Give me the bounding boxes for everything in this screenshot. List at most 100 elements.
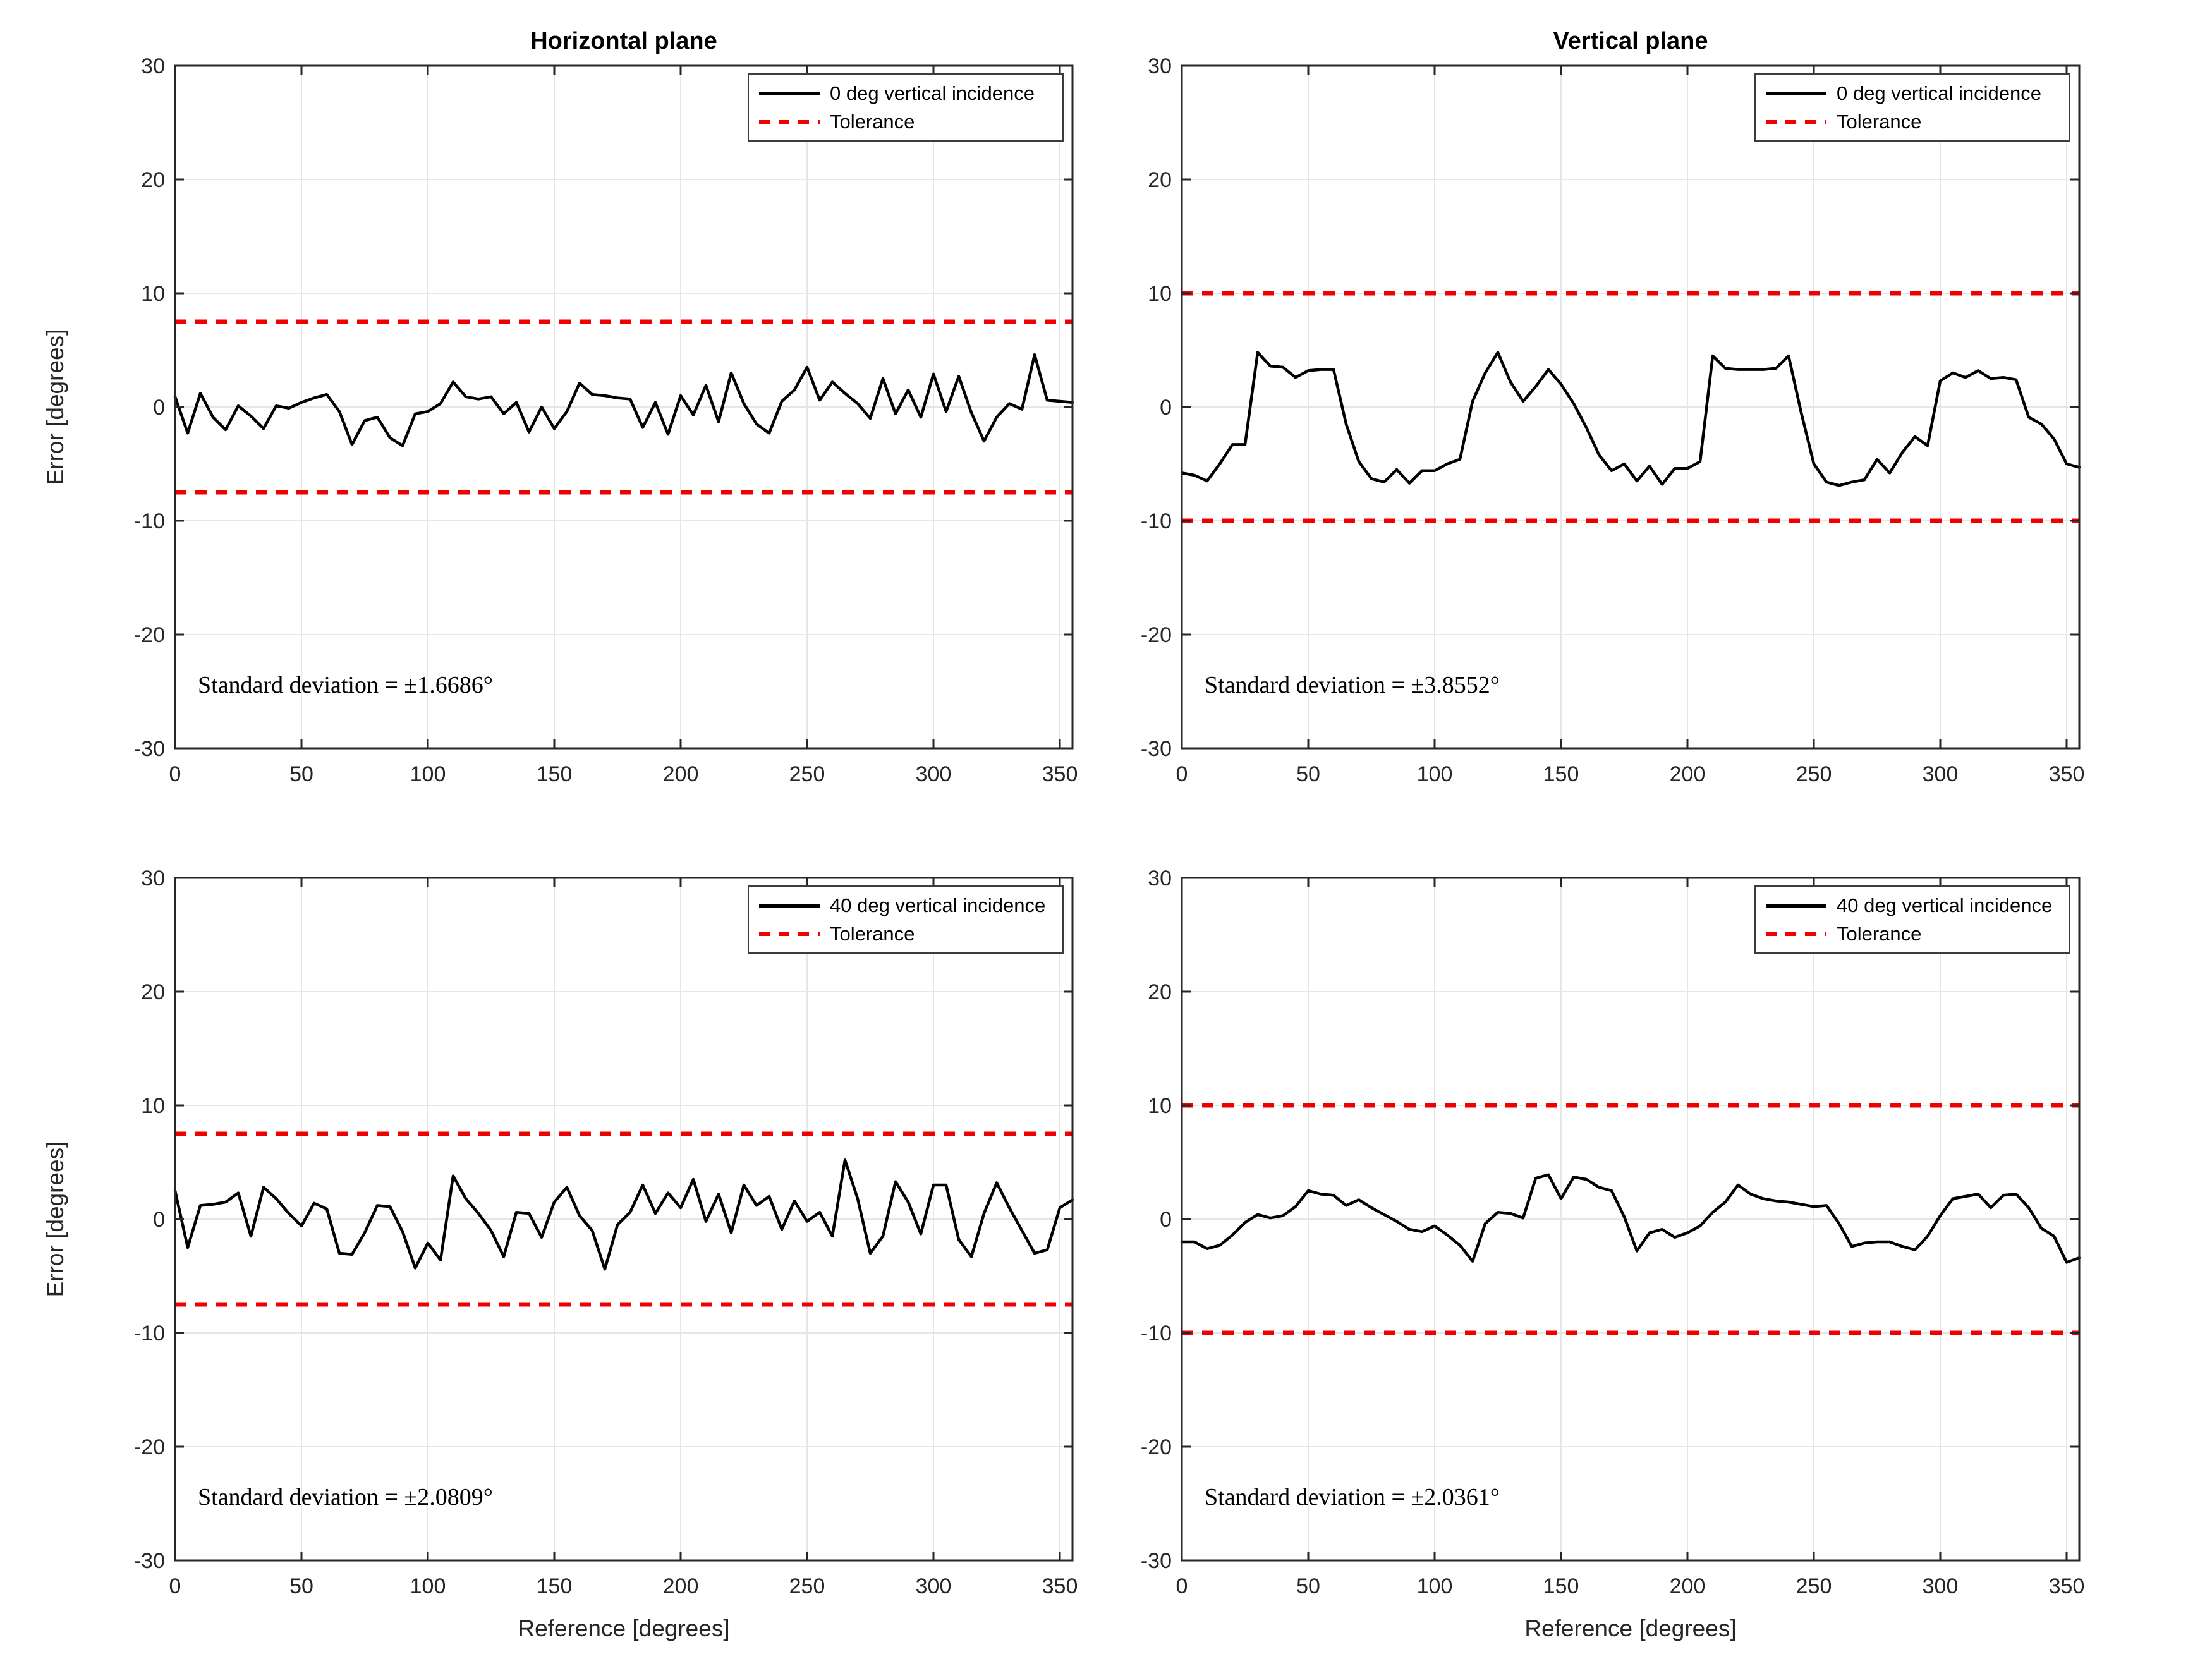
legend-tolerance-label: Tolerance: [1837, 923, 1922, 945]
svg-text:50: 50: [1296, 1574, 1320, 1598]
svg-text:-30: -30: [1141, 737, 1172, 761]
svg-text:300: 300: [916, 762, 952, 786]
tolerance-line-sample-icon: [759, 119, 820, 124]
legend-bottom-left: 40 deg vertical incidence Tolerance: [748, 885, 1064, 954]
std-dev-text-bottom-right: Standard deviation = ±2.0361°: [1205, 1484, 1500, 1510]
svg-text:300: 300: [1923, 1574, 1959, 1598]
legend-top-left: 0 deg vertical incidence Tolerance: [748, 73, 1064, 142]
panel-top-right: 0 50 100 150 200 250 300 350 -30 -20 -10 0 10 20 30: [1141, 54, 2085, 786]
svg-text:10: 10: [1148, 282, 1172, 306]
panel-title-horizontal: Horizontal plane: [530, 28, 717, 54]
legend-entry-tolerance: Tolerance: [759, 924, 1052, 944]
svg-text:350: 350: [1042, 1574, 1078, 1598]
legend-entry-tolerance: Tolerance: [759, 112, 1052, 131]
svg-text:20: 20: [1148, 168, 1172, 192]
grid-lines: [1182, 66, 2079, 748]
legend-tolerance-label: Tolerance: [830, 111, 915, 133]
svg-text:200: 200: [663, 1574, 699, 1598]
svg-text:10: 10: [1148, 1094, 1172, 1118]
svg-text:0: 0: [153, 396, 165, 420]
x-tick-labels: 0 50 100 150 200 250 300 350: [169, 1574, 1078, 1598]
y-tick-labels: -30 -20 -10 0 10 20 30: [134, 54, 165, 761]
bottom-right-series-line: [1180, 1173, 2081, 1264]
y-tick-labels: -30 -20 -10 0 10 20 30: [134, 866, 165, 1573]
legend-series-label: 0 deg vertical incidence: [1837, 82, 2041, 104]
grid-lines: [1182, 878, 2079, 1560]
svg-text:0: 0: [1176, 762, 1188, 786]
legend-entry-series: 40 deg vertical incidence: [759, 896, 1052, 915]
svg-text:250: 250: [1796, 1574, 1832, 1598]
svg-text:-30: -30: [1141, 1549, 1172, 1573]
legend-entry-series: 40 deg vertical incidence: [1766, 896, 2059, 915]
svg-text:0: 0: [1176, 1574, 1188, 1598]
std-dev-text-top-right: Standard deviation = ±3.8552°: [1205, 672, 1500, 698]
svg-text:250: 250: [789, 1574, 825, 1598]
y-axis-label-top: Error [degrees]: [42, 329, 68, 485]
series-line-sample-icon: [1766, 903, 1826, 908]
svg-text:30: 30: [141, 54, 165, 78]
svg-text:-30: -30: [134, 737, 165, 761]
svg-text:300: 300: [916, 1574, 952, 1598]
svg-text:200: 200: [663, 762, 699, 786]
svg-text:100: 100: [410, 762, 446, 786]
svg-text:-20: -20: [1141, 1435, 1172, 1459]
tick-marks: [1181, 877, 2079, 1562]
panel-title-vertical: Vertical plane: [1553, 28, 1708, 54]
series-line-sample-icon: [1766, 91, 1826, 95]
svg-text:150: 150: [1543, 1574, 1579, 1598]
legend-entry-tolerance: Tolerance: [1766, 924, 2059, 944]
y-tick-labels: -30 -20 -10 0 10 20 30: [1141, 866, 1172, 1573]
svg-text:-30: -30: [134, 1549, 165, 1573]
legend-series-label: 0 deg vertical incidence: [830, 82, 1035, 104]
x-tick-labels: 0 50 100 150 200 250 300 350: [1176, 1574, 2085, 1598]
legend-tolerance-label: Tolerance: [1837, 111, 1922, 133]
svg-text:30: 30: [1148, 54, 1172, 78]
svg-text:100: 100: [410, 1574, 446, 1598]
panel-top-left: 0 50 100 150 200 250 300 350 -30 -20 -10 0 10 20 30: [134, 54, 1078, 786]
legend-top-right: 0 deg vertical incidence Tolerance: [1754, 73, 2070, 142]
svg-text:-10: -10: [1141, 1322, 1172, 1346]
panel-bottom-right: 0 50 100 150 200 250 300 350 -30 -20 -10 0 10 20 30: [1141, 866, 2085, 1598]
svg-text:-20: -20: [134, 1435, 165, 1459]
tick-marks: [174, 64, 1073, 750]
svg-text:200: 200: [1670, 1574, 1706, 1598]
tick-marks: [174, 877, 1073, 1562]
svg-text:50: 50: [289, 1574, 313, 1598]
svg-text:0: 0: [1160, 396, 1172, 420]
series-line-sample-icon: [759, 91, 820, 95]
tolerance-line-sample-icon: [759, 932, 820, 936]
svg-text:350: 350: [2049, 762, 2085, 786]
legend-entry-series: 0 deg vertical incidence: [1766, 83, 2059, 103]
svg-text:250: 250: [1796, 762, 1832, 786]
svg-text:0: 0: [1160, 1208, 1172, 1232]
tick-marks: [1181, 64, 2079, 750]
legend-series-label: 40 deg vertical incidence: [830, 894, 1046, 916]
series-line-sample-icon: [759, 903, 820, 908]
top-right-series-line: [1180, 351, 2081, 487]
svg-text:30: 30: [1148, 866, 1172, 890]
svg-text:-10: -10: [134, 1322, 165, 1346]
legend-entry-series: 0 deg vertical incidence: [759, 83, 1052, 103]
svg-text:-20: -20: [1141, 623, 1172, 647]
svg-text:350: 350: [2049, 1574, 2085, 1598]
x-axis-label-left: Reference [degrees]: [518, 1615, 730, 1641]
svg-text:20: 20: [141, 168, 165, 192]
x-tick-labels: 0 50 100 150 200 250 300 350: [1176, 762, 2085, 786]
x-axis-label-right: Reference [degrees]: [1524, 1615, 1737, 1641]
panel-bottom-left: 0 50 100 150 200 250 300 350 -30 -20 -10 0 10 20 30: [134, 866, 1078, 1598]
std-dev-text-bottom-left: Standard deviation = ±2.0809°: [198, 1484, 493, 1510]
std-dev-text-top-left: Standard deviation = ±1.6686°: [198, 672, 493, 698]
grid-lines: [175, 66, 1073, 748]
svg-text:-10: -10: [134, 509, 165, 533]
svg-text:50: 50: [289, 762, 313, 786]
legend-series-label: 40 deg vertical incidence: [1837, 894, 2053, 916]
top-left-series-line: [173, 353, 1074, 447]
svg-text:150: 150: [1543, 762, 1579, 786]
y-tick-labels: -30 -20 -10 0 10 20 30: [1141, 54, 1172, 761]
svg-text:150: 150: [537, 762, 573, 786]
svg-text:150: 150: [537, 1574, 573, 1598]
svg-text:0: 0: [169, 1574, 181, 1598]
x-tick-labels: 0 50 100 150 200 250 300 350: [169, 762, 1078, 786]
